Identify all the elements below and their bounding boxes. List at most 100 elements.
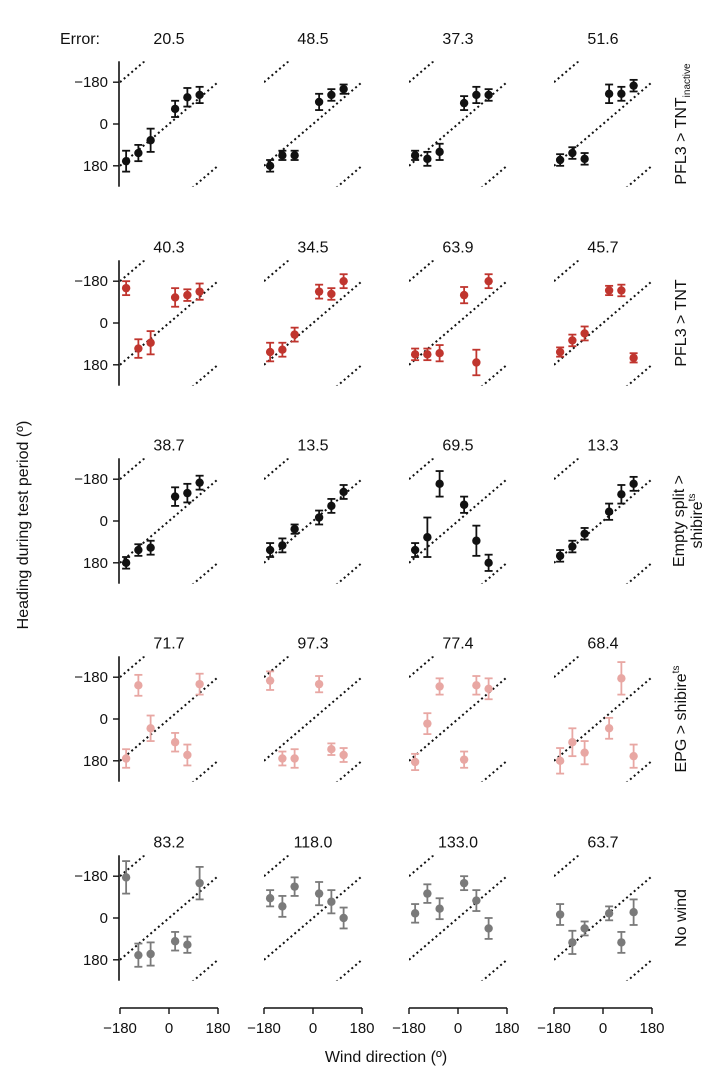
error-value: 51.6 — [587, 31, 618, 48]
panel-r3-c4: 13.3 — [554, 437, 652, 584]
panel-r5-c3: 133.0 −180 0 180 — [392, 834, 519, 1037]
identity-line — [409, 458, 436, 480]
data-point — [555, 910, 565, 919]
data-point — [617, 286, 626, 295]
data-point — [472, 536, 481, 545]
panel-r3-c3: 69.5 — [409, 437, 507, 584]
data-point — [410, 350, 420, 359]
identity-lines — [409, 260, 507, 386]
data-point — [183, 940, 192, 949]
data-point — [568, 148, 577, 158]
panel-r4-c1: 71.7 180 0 −180 — [74, 635, 218, 782]
identity-line — [264, 81, 362, 167]
identity-lines — [120, 260, 218, 386]
identity-line — [480, 165, 507, 187]
data-point — [604, 286, 614, 295]
identity-line — [554, 458, 581, 480]
identity-line — [191, 364, 218, 386]
data-point — [410, 151, 420, 160]
data-point — [290, 882, 299, 891]
data-point — [170, 293, 180, 302]
data-point — [580, 748, 589, 757]
data-point — [339, 750, 348, 760]
identity-line — [264, 656, 291, 678]
identity-line — [554, 676, 652, 762]
x-axis-title: Wind direction (º) — [325, 1049, 447, 1066]
data-point — [146, 724, 155, 733]
data-point — [604, 507, 614, 516]
data-point — [617, 89, 626, 99]
error-value: 13.5 — [297, 437, 328, 454]
data-point — [290, 330, 299, 339]
row-label: Empty split > shibirets — [671, 475, 706, 567]
data-point — [314, 513, 324, 522]
x-tick-label: −180 — [392, 1020, 426, 1037]
data-point — [410, 757, 420, 767]
identity-line — [554, 61, 581, 83]
data-point — [423, 154, 432, 164]
data-point — [314, 287, 324, 296]
data-point — [410, 909, 420, 918]
data-point — [327, 501, 336, 511]
identity-line — [554, 478, 652, 564]
identity-lines — [554, 458, 652, 584]
y-tick-label: 0 — [100, 116, 108, 133]
panel-r5-c1: 83.2 180 0 −180 −180 0 180 — [74, 834, 230, 1037]
x-tick-label: 0 — [165, 1020, 173, 1037]
row-label-text: PFL3 > TNTinactive — [673, 63, 693, 185]
identity-line — [335, 165, 362, 187]
data-point — [314, 889, 324, 898]
identity-line — [409, 61, 436, 83]
identity-line — [264, 260, 291, 282]
data-point — [183, 750, 192, 760]
identity-line — [120, 458, 147, 480]
identity-line — [409, 875, 507, 961]
data-point — [459, 755, 469, 764]
data-point — [472, 90, 481, 100]
data-point — [290, 524, 299, 534]
error-value: 63.9 — [442, 239, 473, 256]
data-point — [604, 89, 614, 99]
error-value: 71.7 — [153, 635, 184, 652]
identity-line — [120, 61, 147, 83]
data-point — [134, 950, 143, 960]
identity-line — [120, 855, 147, 877]
y-tick-label: −180 — [74, 273, 108, 290]
data-point — [410, 545, 420, 555]
data-point — [170, 104, 180, 114]
data-point — [183, 290, 192, 300]
identity-line — [120, 260, 147, 282]
panel-r1-c2: 48.5 — [264, 31, 362, 187]
panel-r2-c2: 34.5 — [264, 239, 362, 386]
identity-line — [409, 656, 436, 678]
row-label-line1: Empty split > — [671, 475, 688, 567]
data-point — [183, 93, 192, 102]
data-point — [555, 155, 565, 165]
error-value: 45.7 — [587, 239, 618, 256]
data-point — [265, 161, 275, 171]
y-tick-label: −180 — [74, 74, 108, 91]
y-tick-label: 180 — [83, 158, 108, 175]
x-tick-label: 0 — [599, 1020, 607, 1037]
identity-lines — [264, 656, 362, 782]
data-point — [484, 924, 493, 933]
y-tick-label: −180 — [74, 868, 108, 885]
error-value: 83.2 — [153, 834, 184, 851]
identity-lines — [409, 458, 507, 584]
data-point — [121, 754, 131, 763]
x-tick-label: 180 — [639, 1020, 664, 1037]
error-value: 63.7 — [587, 834, 618, 851]
identity-lines — [264, 458, 362, 584]
identity-line — [120, 676, 218, 762]
data-point — [327, 90, 336, 100]
data-point — [339, 84, 348, 94]
identity-line — [264, 676, 362, 762]
data-point — [183, 488, 192, 498]
data-point — [170, 937, 180, 946]
error-value: 69.5 — [442, 437, 473, 454]
data-point — [568, 336, 577, 345]
data-point — [629, 907, 638, 917]
identity-line — [191, 760, 218, 782]
data-point — [290, 151, 299, 160]
data-point — [327, 289, 336, 299]
